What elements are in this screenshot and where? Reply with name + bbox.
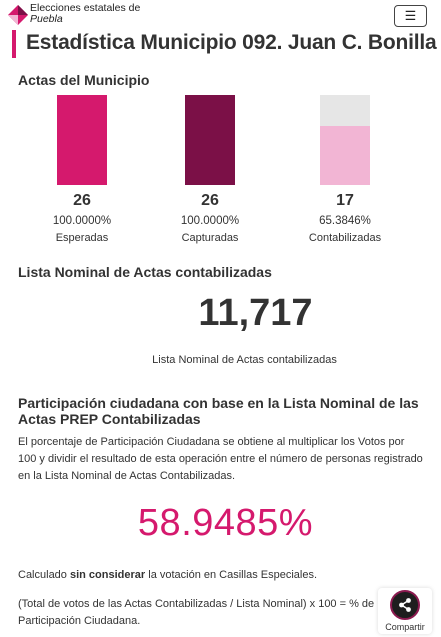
actas-section-title: Actas del Municipio — [18, 72, 150, 88]
brand-line-1: Elecciones estatales de — [30, 2, 141, 14]
share-icon — [399, 598, 411, 612]
participacion-percent: 58.9485% — [137, 502, 314, 544]
acta-count: 26 — [73, 192, 91, 209]
calc-note-bold: sin considerar — [69, 569, 146, 581]
acta-bar — [57, 95, 107, 185]
acta-capturadas: 26 100.0000% Capturadas — [150, 95, 270, 244]
acta-bar — [185, 95, 235, 185]
calc-note-pre: Calculado — [18, 569, 70, 581]
title-accent-bar — [12, 30, 16, 58]
top-bar: Elecciones estatales de Puebla ☰ — [0, 0, 441, 30]
calc-note-post: la votación en Casillas Especiales. — [145, 569, 317, 581]
acta-bar-fill — [57, 95, 107, 185]
page-header: Estadística Municipio 092. Juan C. Bonil… — [12, 30, 437, 58]
acta-label: Contabilizadas — [308, 232, 382, 244]
brand-line-2: Puebla — [30, 13, 63, 25]
page-title: Estadística Municipio 092. Juan C. Bonil… — [26, 31, 437, 54]
acta-label: Capturadas — [181, 232, 239, 244]
acta-esperadas: 26 100.0000% Esperadas — [22, 95, 142, 244]
diamond-logo-icon[interactable] — [7, 4, 29, 26]
acta-bar — [320, 95, 370, 185]
calculation-note: Calculado sin considerar la votación en … — [18, 569, 317, 581]
lista-nominal-value: 11,717 — [198, 292, 313, 334]
hamburger-icon: ☰ — [404, 8, 417, 23]
acta-percent: 100.0000% — [52, 215, 112, 227]
participacion-title: Participación ciudadana con base en la L… — [18, 395, 419, 427]
share-button[interactable]: Compartir — [378, 588, 432, 634]
lista-nominal-section-title: Lista Nominal de Actas contabilizadas — [18, 264, 272, 280]
acta-contabilizadas: 17 65.3846% Contabilizadas — [285, 95, 405, 244]
acta-bar-fill — [185, 95, 235, 185]
menu-button[interactable]: ☰ — [394, 5, 427, 27]
acta-label: Esperadas — [55, 232, 109, 244]
acta-percent: 100.0000% — [180, 215, 240, 227]
acta-percent: 65.3846% — [319, 215, 371, 227]
acta-bar-fill — [320, 126, 370, 185]
lista-nominal-caption: Lista Nominal de Actas contabilizadas — [152, 354, 337, 366]
acta-count: 26 — [201, 192, 219, 209]
share-label: Compartir — [385, 622, 425, 632]
acta-count: 17 — [336, 192, 354, 209]
brand-text[interactable]: Elecciones estatales de Puebla — [30, 3, 140, 25]
participacion-description: El porcentaje de Participación Ciudadana… — [18, 436, 423, 482]
participacion-formula: (Total de votos de las Actas Contabiliza… — [18, 598, 375, 627]
share-circle[interactable] — [390, 590, 420, 620]
